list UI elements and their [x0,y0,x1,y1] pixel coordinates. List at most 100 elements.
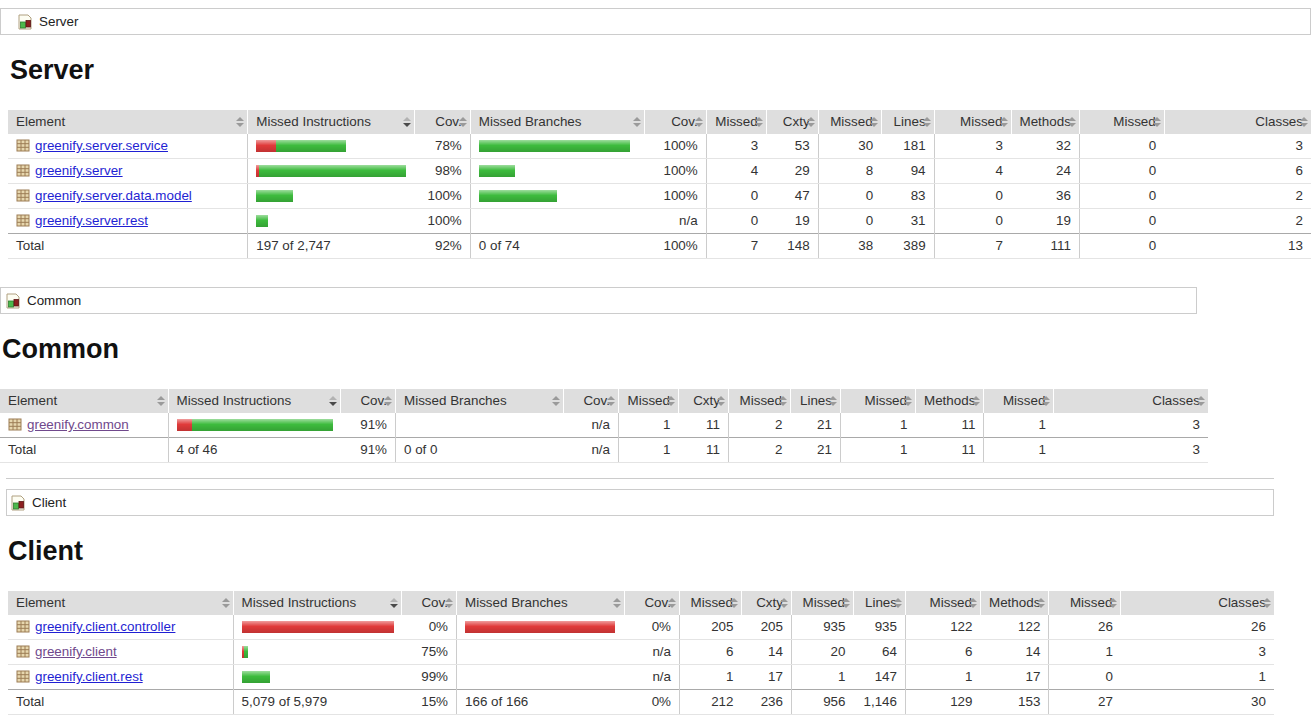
total-counter-cell: 7 [934,234,1011,259]
column-header-classes[interactable]: Classes [1164,110,1311,134]
package-link[interactable]: greenify.server.data.model [35,188,192,203]
bar-green-segment [479,140,630,152]
sort-icon [1300,117,1308,127]
sort-icon [1197,396,1205,406]
column-header-label: Classes [1255,114,1303,129]
counter-cell: 1 [1049,640,1121,665]
sort-icon [695,117,703,127]
column-header-element[interactable]: Element [8,110,248,134]
section-client: Client Client ElementMissed Instructions… [0,478,1311,715]
sort-icon [384,396,392,406]
counter-cell: 11 [916,413,984,438]
column-header-missed[interactable]: Missed [619,389,679,413]
column-header-missed[interactable]: Missed [984,389,1054,413]
package-link[interactable]: greenify.server [35,163,123,178]
instructions-coverage-cell: 100% [414,184,470,209]
table-row: greenify.client75%n/a614206461413 [8,640,1274,665]
column-header-cxty[interactable]: Cxty [679,389,729,413]
counter-cell: 3 [1121,640,1274,665]
branches-bar-cell [457,640,625,665]
counter-cell: 122 [981,615,1049,640]
package-link[interactable]: greenify.client [35,644,117,659]
package-link[interactable]: greenify.client.controller [35,619,175,634]
package-link[interactable]: greenify.server.rest [35,213,148,228]
report-icon [5,293,21,309]
column-header-lines[interactable]: Lines [881,110,934,134]
element-cell: greenify.server.data.model [8,184,248,209]
counter-cell: 0 [1079,209,1164,234]
column-header-missed[interactable]: Missed [729,389,791,413]
header-row: ElementMissed InstructionsCov.Missed Bra… [0,389,1208,413]
total-instructions-coverage-cell: 92% [414,234,470,259]
counter-cell: 53 [766,134,818,159]
counter-cell: 26 [1121,615,1274,640]
coverage-bar [242,621,394,633]
table-row: greenify.client.rest99%n/a117114711701 [8,665,1274,690]
package-link[interactable]: greenify.client.rest [35,669,143,684]
column-header-missed[interactable]: Missed [906,591,981,615]
total-counter-cell: 27 [1049,690,1121,715]
sort-icon [390,598,398,608]
column-header-missed-branches[interactable]: Missed Branches [457,591,625,615]
column-header-methods[interactable]: Methods [981,591,1049,615]
column-header-missed[interactable]: Missed [818,110,881,134]
counter-cell: 0 [706,184,766,209]
column-header-label: Missed [830,114,872,129]
column-header-classes[interactable]: Classes [1121,591,1274,615]
column-header-methods[interactable]: Methods [1011,110,1079,134]
total-counter-cell: 129 [906,690,981,715]
column-header-missed[interactable]: Missed [1049,591,1121,615]
column-header-missed-branches[interactable]: Missed Branches [396,389,564,413]
column-header-cov[interactable]: Cov. [564,389,619,413]
counter-cell: 2 [1164,184,1311,209]
column-header-cov[interactable]: Cov. [402,591,457,615]
package-link[interactable]: greenify.common [27,417,129,432]
total-branches-cell: 0 of 74 [470,234,644,259]
column-header-cov[interactable]: Cov. [644,110,706,134]
column-header-cov[interactable]: Cov. [625,591,680,615]
branches-bar-cell [457,665,625,690]
column-header-cov[interactable]: Cov. [341,389,396,413]
counter-cell: 935 [792,615,854,640]
instructions-bar-cell [248,184,415,209]
column-header-missed-instructions[interactable]: Missed Instructions [168,389,341,413]
column-header-missed[interactable]: Missed [934,110,1011,134]
counter-cell: 1 [680,665,742,690]
column-header-missed-instructions[interactable]: Missed Instructions [233,591,402,615]
column-header-missed-instructions[interactable]: Missed Instructions [248,110,415,134]
counter-cell: 32 [1011,134,1079,159]
table-row: greenify.server98%100%42989442406 [8,159,1311,184]
column-header-label: Missed [865,393,907,408]
total-row: Total197 of 2,74792%0 of 74100%714838389… [8,234,1311,259]
column-header-missed[interactable]: Missed [706,110,766,134]
total-counter-cell: 11 [679,438,729,463]
column-header-missed-branches[interactable]: Missed Branches [470,110,644,134]
column-header-cxty[interactable]: Cxty [742,591,792,615]
column-header-missed[interactable]: Missed [841,389,916,413]
column-header-lines[interactable]: Lines [854,591,906,615]
column-header-methods[interactable]: Methods [916,389,984,413]
branches-coverage-cell: 0% [625,615,680,640]
package-icon [16,644,30,658]
branches-bar-cell [470,184,644,209]
counter-cell: 0 [934,184,1011,209]
column-header-label: Missed [960,114,1002,129]
sort-icon [807,117,815,127]
counter-cell: 1 [906,665,981,690]
column-header-missed[interactable]: Missed [792,591,854,615]
column-header-classes[interactable]: Classes [1054,389,1208,413]
total-counter-cell: 956 [792,690,854,715]
branches-bar-cell [470,134,644,159]
column-header-label: Element [16,114,65,129]
total-counter-cell: 1,146 [854,690,906,715]
branches-coverage-cell: n/a [625,665,680,690]
column-header-missed[interactable]: Missed [1079,110,1164,134]
column-header-lines[interactable]: Lines [791,389,841,413]
column-header-element[interactable]: Element [0,389,168,413]
package-link[interactable]: greenify.server.service [35,138,168,153]
sort-icon [904,396,912,406]
column-header-element[interactable]: Element [8,591,233,615]
column-header-cxty[interactable]: Cxty [766,110,818,134]
column-header-missed[interactable]: Missed [680,591,742,615]
column-header-cov[interactable]: Cov. [414,110,470,134]
